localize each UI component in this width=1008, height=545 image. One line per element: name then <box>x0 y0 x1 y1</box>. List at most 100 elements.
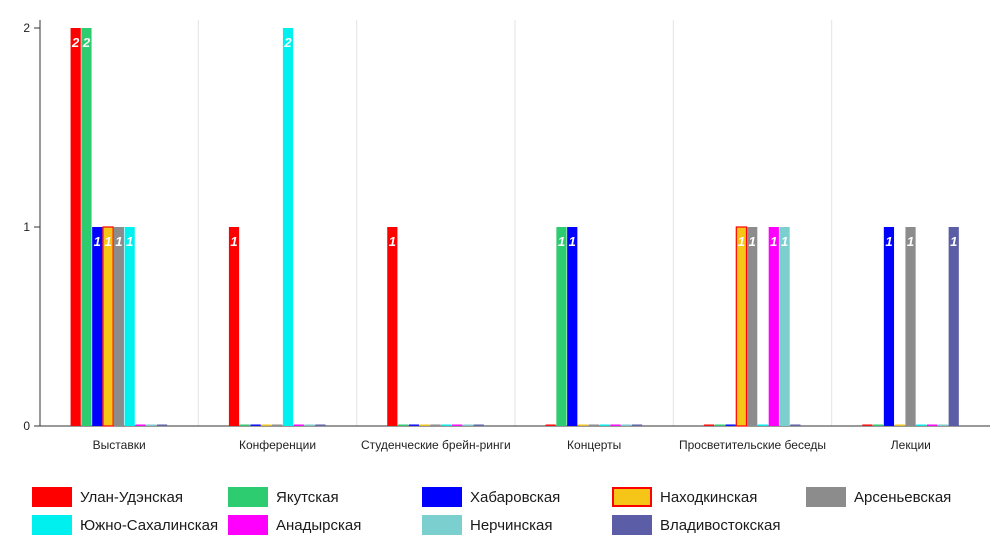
x-tick-label: Концерты <box>567 438 621 452</box>
bar <box>873 424 884 426</box>
bar <box>862 424 873 426</box>
bar-data-label: 1 <box>558 234 565 249</box>
y-tick-label: 0 <box>23 419 30 433</box>
legend-item[interactable]: Южно-Сахалинская <box>32 512 218 538</box>
bar <box>419 424 430 426</box>
bar-data-label: 1 <box>781 234 788 249</box>
legend-item[interactable]: Хабаровская <box>422 484 560 510</box>
legend-swatch <box>612 487 652 507</box>
bar-data-label: 1 <box>94 234 101 249</box>
bar-data-label: 1 <box>738 234 745 249</box>
bar <box>545 424 556 426</box>
legend-swatch <box>806 487 846 507</box>
bar <box>239 424 250 426</box>
bar <box>577 424 589 426</box>
bar <box>768 227 779 426</box>
bar <box>631 424 643 426</box>
bar <box>272 424 283 426</box>
bar <box>556 227 567 426</box>
legend-item[interactable]: Анадырская <box>228 512 361 538</box>
bar <box>599 424 610 426</box>
bar <box>408 424 420 426</box>
legend-label: Анадырская <box>276 516 362 534</box>
bar <box>113 227 124 426</box>
legend-label: Владивостокская <box>660 516 781 534</box>
legend-item[interactable]: Якутская <box>228 484 339 510</box>
bar <box>790 424 801 426</box>
bar <box>81 28 92 426</box>
bar <box>228 227 240 426</box>
bar <box>441 424 452 426</box>
legend-item[interactable]: Нерчинская <box>422 512 553 538</box>
bar <box>70 28 81 426</box>
bar-data-label: 2 <box>283 35 292 50</box>
bar <box>747 227 758 426</box>
bar-data-label: 1 <box>115 234 122 249</box>
bar <box>610 424 621 426</box>
legend-swatch <box>422 515 462 535</box>
bar <box>293 424 304 426</box>
bar-data-label: 1 <box>230 234 237 249</box>
bar-data-label: 2 <box>82 35 91 50</box>
bar <box>735 226 748 427</box>
bar <box>567 227 578 426</box>
legend-swatch <box>228 487 268 507</box>
bar-data-label: 2 <box>71 35 80 50</box>
legend-swatch <box>422 487 462 507</box>
bar <box>102 226 114 427</box>
bar <box>779 227 790 426</box>
x-tick-label: Лекции <box>891 438 931 452</box>
bar <box>473 424 484 426</box>
bar-data-label: 1 <box>885 234 892 249</box>
legend-swatch <box>32 515 72 535</box>
legend-label: Южно-Сахалинская <box>80 516 219 534</box>
bar <box>387 227 398 426</box>
bar <box>261 424 272 426</box>
bar <box>135 424 146 426</box>
legend-swatch <box>32 487 72 507</box>
legend-item[interactable]: Арсеньевская <box>806 484 951 510</box>
bar-data-label: 1 <box>569 234 576 249</box>
bar <box>894 424 905 426</box>
bar <box>948 227 959 426</box>
bar <box>916 424 927 426</box>
legend-item[interactable]: Владивостокская <box>612 512 781 538</box>
legend-item[interactable]: Находкинская <box>612 484 757 510</box>
y-tick-label: 1 <box>23 220 30 234</box>
bar-data-label: 1 <box>126 234 133 249</box>
bar <box>156 424 168 426</box>
bar <box>927 424 938 426</box>
bar <box>725 424 736 426</box>
legend-label: Якутская <box>276 488 339 506</box>
x-tick-label: Студенческие брейн-ринги <box>361 438 511 452</box>
legend-item[interactable]: Улан-Удэнская <box>32 484 183 510</box>
bar <box>282 28 294 426</box>
bar <box>146 424 157 426</box>
bar <box>757 424 769 426</box>
bar-data-label: 1 <box>770 234 777 249</box>
legend-label: Нерчинская <box>470 516 553 534</box>
bar <box>905 227 916 426</box>
bar <box>703 424 715 426</box>
bar-data-label: 1 <box>907 234 914 249</box>
bar-data-label: 1 <box>104 234 111 249</box>
legend-swatch <box>228 515 268 535</box>
bar-data-label: 1 <box>749 234 756 249</box>
x-tick-label: Выставки <box>93 438 146 452</box>
legend-swatch <box>612 515 652 535</box>
legend-label: Хабаровская <box>470 488 561 506</box>
bar-data-label: 1 <box>950 234 957 249</box>
x-tick-label: Конференции <box>239 438 316 452</box>
bar <box>937 424 949 426</box>
bar <box>462 424 474 426</box>
bar <box>124 227 135 426</box>
y-tick-label: 2 <box>23 21 30 35</box>
bar <box>92 227 103 426</box>
bar <box>588 424 599 426</box>
bar <box>304 424 315 426</box>
bar <box>430 424 441 426</box>
legend-label: Находкинская <box>660 488 758 506</box>
bar-data-label: 1 <box>389 234 396 249</box>
